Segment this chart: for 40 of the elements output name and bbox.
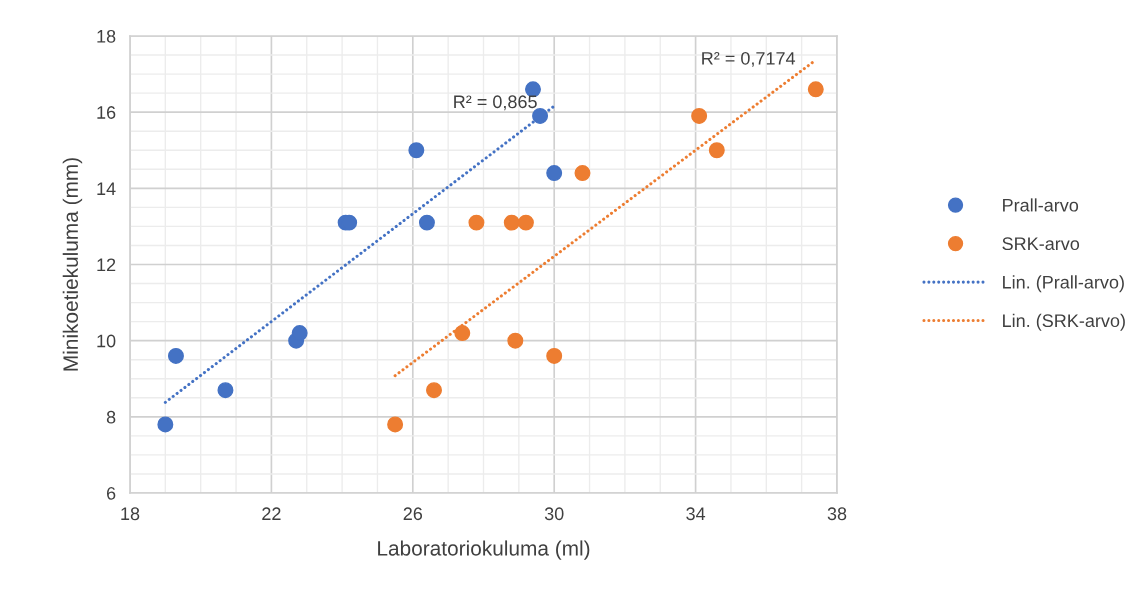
y-tick-label: 18 <box>97 29 116 43</box>
x-tick-label: 18 <box>121 507 140 521</box>
point <box>167 347 184 364</box>
point <box>468 214 485 231</box>
y-tick-label: 16 <box>97 106 116 119</box>
x-axis-title: Laboratoriokuluma (ml) <box>378 540 590 560</box>
point <box>507 332 524 349</box>
y-axis-title: Minikoetiekuluma (mm) <box>62 158 83 371</box>
x-tick-label: 38 <box>827 507 847 521</box>
y-tick-label: 6 <box>106 486 116 500</box>
legend-label: SRK-arvo <box>1002 237 1080 251</box>
point <box>708 142 725 159</box>
point <box>517 214 534 231</box>
point <box>157 416 174 433</box>
x-tick-label: 30 <box>544 507 564 521</box>
point <box>387 416 404 433</box>
point <box>408 142 425 159</box>
legend-label: Lin. (Prall-arvo) <box>1003 275 1124 293</box>
point <box>217 382 234 399</box>
point <box>418 214 435 231</box>
point <box>546 347 563 364</box>
annotation: R² = 0,865 <box>454 95 537 111</box>
point <box>426 382 442 399</box>
legend-label: Lin. (SRK-arvo) <box>1003 313 1125 331</box>
y-tick-label: 10 <box>97 334 116 348</box>
x-tick-label: 22 <box>262 507 281 520</box>
point <box>454 325 471 342</box>
x-tick-label: 34 <box>686 507 706 521</box>
point <box>503 214 520 231</box>
y-tick-label: 8 <box>106 410 116 424</box>
y-tick-label: 14 <box>97 182 116 195</box>
point <box>807 81 824 98</box>
point <box>546 165 563 182</box>
x-tick-label: 26 <box>403 507 423 521</box>
legend-label: Prall-arvo <box>1003 198 1079 212</box>
point <box>574 165 591 182</box>
y-tick-label: 12 <box>97 258 116 272</box>
point <box>691 107 708 124</box>
annotation: R² = 0,7174 <box>702 51 796 67</box>
point <box>291 325 308 342</box>
